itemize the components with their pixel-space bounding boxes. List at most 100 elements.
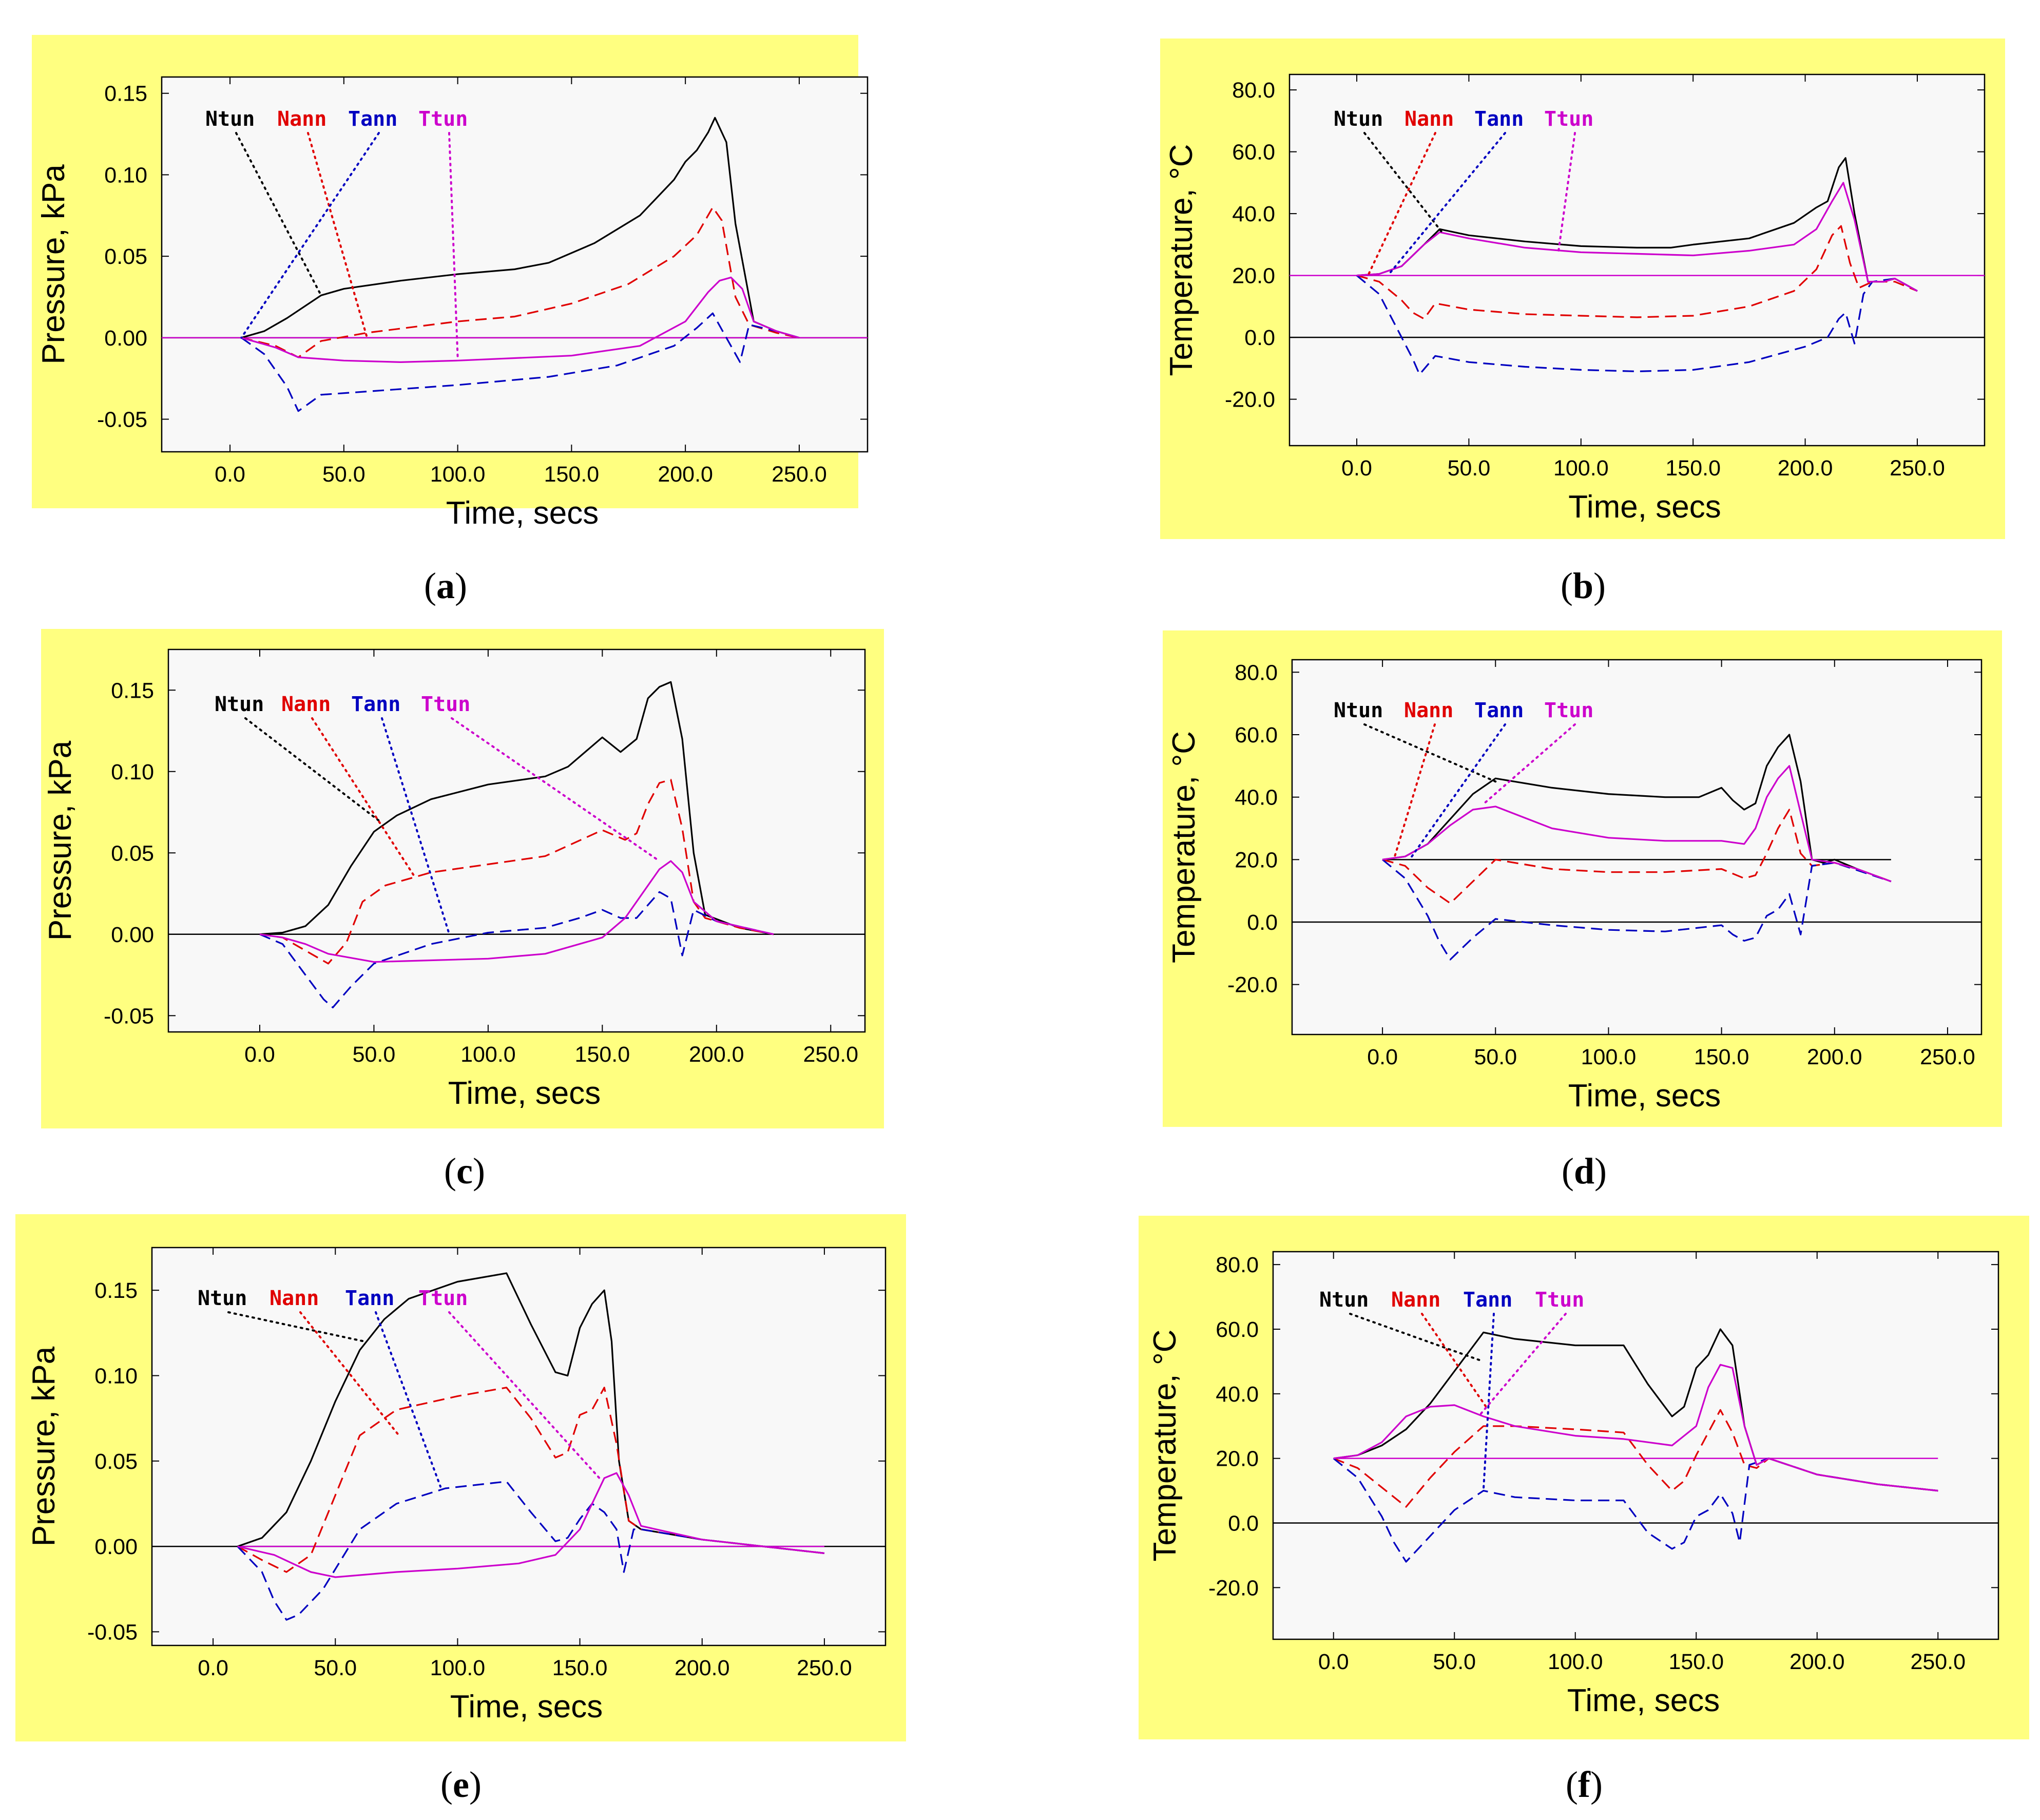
caption-open: ( [440,1764,453,1805]
series-line-nann [1356,225,1918,320]
x-tick-label: 0.0 [198,1656,228,1680]
y-tick-label: 20.0 [1235,848,1278,872]
x-tick-label: 250.0 [1890,456,1945,481]
legend-leader-nann [307,132,368,337]
panel-e: 0.0 50.0 100.0 150.0 200.0 250.0 -0.05 0.00 0.05… [15,1214,906,1805]
x-tick-label: 250.0 [797,1656,852,1680]
x-tick-label: 150.0 [575,1042,630,1067]
y-tick-label: 0.00 [94,1535,138,1559]
series-line-tann [1333,1458,1938,1563]
x-tick-label: 200.0 [658,462,713,487]
legend-leader-tann [240,132,380,339]
caption-letter: a [436,565,455,606]
legend-leader-ttun [448,1311,601,1480]
legend-label-nann: Nann [270,1287,319,1310]
caption-open: ( [424,565,436,606]
panel-caption: (e) [440,1764,482,1805]
series-line-tann [259,891,774,1009]
y-tick-label: 60.0 [1235,723,1278,748]
legend-label-tann: Tann [1463,1288,1512,1312]
legend-label-ttun: Ttun [1544,107,1593,131]
series-line-nann [1382,809,1892,905]
legend-label-nann: Nann [277,107,326,131]
y-tick-label: 0.10 [94,1364,138,1388]
x-axis-title: Time, secs [1567,1683,1720,1718]
caption-letter: d [1574,1151,1594,1192]
series-line-ttun [241,276,800,363]
legend-leader-nann [299,1311,400,1436]
y-tick-label: 0.10 [111,760,154,784]
panel-f: 0.0 50.0 100.0 150.0 200.0 250.0 -20.0 0.0 20.0 4… [1139,1216,2029,1805]
y-tick-label: 20.0 [1232,264,1275,289]
caption-open: ( [1562,1151,1574,1192]
y-tick-label: 0.15 [94,1278,138,1303]
x-tick-label: 50.0 [322,462,365,487]
plot-area [1288,73,1986,447]
y-tick-label: 80.0 [1232,78,1275,103]
x-tick-label: 250.0 [1920,1045,1975,1069]
y-axis-title: Pressure, kPa [43,740,78,941]
series-line-ntun [259,681,774,935]
x-tick-label: 200.0 [1778,456,1833,481]
legend-leader-ntun [235,132,322,297]
panel-caption: (c) [444,1151,485,1192]
legend-leader-ttun [1483,723,1576,804]
y-tick-label: 0.00 [104,326,147,351]
x-tick-label: 50.0 [314,1656,357,1680]
y-tick-label: 0.05 [104,244,147,269]
x-tick-label: 50.0 [1474,1045,1517,1069]
x-tick-label: 0.0 [1318,1650,1349,1674]
legend-label-tann: Tann [351,693,400,716]
y-tick-label: 60.0 [1232,140,1275,165]
x-tick-label: 250.0 [803,1042,858,1067]
x-tick-label: 200.0 [1807,1045,1862,1069]
x-tick-label: 100.0 [1553,456,1609,481]
legend-leader-nann [1393,723,1436,861]
legend-label-ttun: Ttun [418,1287,468,1310]
caption-letter: c [456,1151,473,1192]
y-tick-label: 0.10 [104,163,147,187]
x-tick-label: 0.0 [244,1042,275,1067]
panel-caption: (b) [1561,565,1606,606]
series-line-tann [237,1481,825,1621]
y-tick-label: 40.0 [1235,786,1278,810]
caption-letter: f [1578,1764,1591,1805]
series-line-tann [241,312,800,412]
panel-c: 0.0 50.0 100.0 150.0 200.0 250.0 -0.05 0.00 0.05… [41,629,884,1192]
series-line-ttun [237,1472,825,1578]
panel-d: 0.0 50.0 100.0 150.0 200.0 250.0 -20.0 0.0 20.0 4… [1163,630,2002,1192]
x-tick-label: 150.0 [1668,1650,1724,1674]
x-tick-label: 150.0 [552,1656,608,1680]
panel-caption: (d) [1562,1151,1607,1192]
legend-label-ttun: Ttun [418,107,468,131]
x-axis-title: Time, secs [448,1076,601,1111]
x-tick-label: 0.0 [1341,456,1372,481]
series-line-nann [1333,1409,1938,1508]
y-tick-label: -0.05 [97,408,147,432]
y-tick-label: -0.05 [104,1004,154,1028]
plot-area [151,1247,887,1646]
x-axis-title: Time, secs [1568,489,1721,525]
legend-label-ntun: Ntun [215,693,264,716]
caption-open: ( [1561,565,1573,606]
x-tick-label: 200.0 [675,1656,730,1680]
legend-label-ntun: Ntun [1334,107,1383,131]
y-tick-label: 40.0 [1232,202,1275,226]
series-line-ttun [1382,765,1892,883]
x-tick-label: 150.0 [544,462,600,487]
caption-open: ( [1566,1764,1578,1805]
y-tick-label: -0.05 [87,1620,138,1644]
y-tick-label: 0.15 [111,678,154,703]
legend-label-ntun: Ntun [205,107,255,131]
legend-label-nann: Nann [1391,1288,1440,1312]
legend-leader-tann [1482,1313,1495,1492]
legend-leader-ttun [1557,132,1576,252]
x-axis-title: Time, secs [446,495,599,531]
panel-b: 0.0 50.0 100.0 150.0 200.0 250.0 -20.0 0.0 20.0 4… [1160,39,2005,606]
legend-leader-ntun [1349,1313,1485,1363]
legend-label-ntun: Ntun [1319,1288,1369,1312]
legend-leader-nann [311,717,416,878]
legend-label-nann: Nann [1404,699,1453,722]
legend-leader-ntun [227,1311,366,1343]
x-tick-label: 0.0 [215,462,245,487]
